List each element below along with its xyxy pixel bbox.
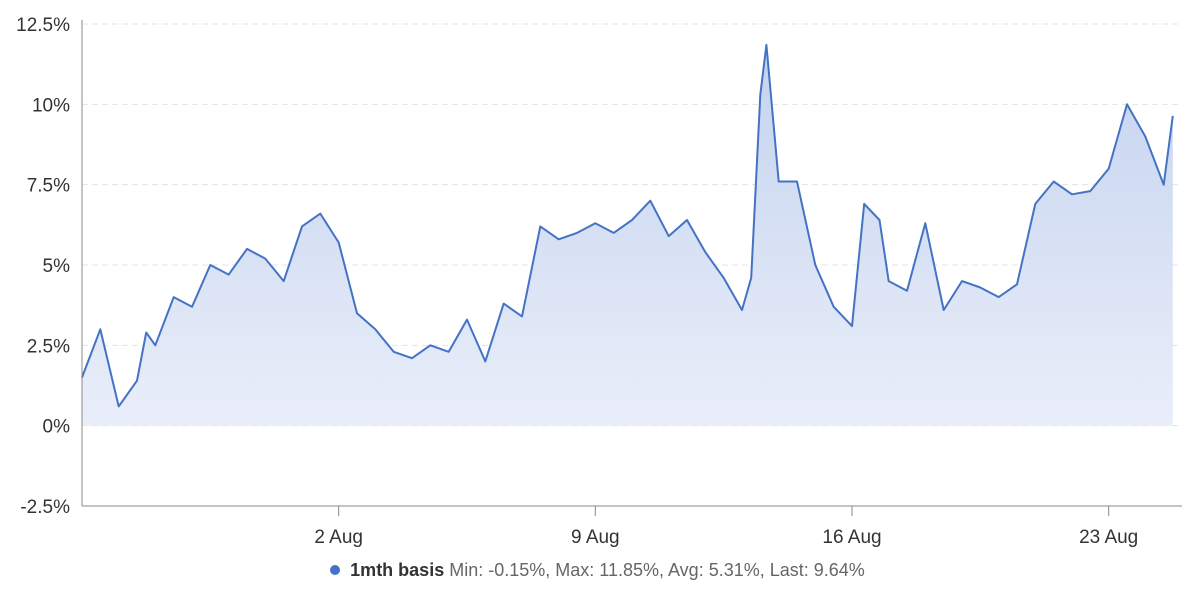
x-tick-label: 9 Aug	[571, 527, 620, 548]
series-line	[81, 43, 1174, 408]
legend-series-name: 1mth basis	[350, 560, 445, 580]
y-tick-label: 10%	[32, 95, 70, 116]
y-tick-label: 2.5%	[27, 336, 70, 357]
series-area	[82, 44, 1173, 426]
y-tick-label: 5%	[43, 256, 71, 277]
legend-series-marker	[330, 565, 341, 576]
chart-legend[interactable]: 1mth basis Min: -0.15%, Max: 11.85%, Avg…	[0, 560, 1195, 581]
y-tick-label: 7.5%	[27, 176, 70, 197]
y-axis-labels: -2.5% 0% 2.5% 5% 7.5% 10% 12.5%	[16, 15, 70, 518]
axes	[81, 20, 1182, 516]
y-tick-label: -2.5%	[20, 497, 70, 518]
y-tick-label: 0%	[43, 417, 71, 438]
legend-series-stats: Min: -0.15%, Max: 11.85%, Avg: 5.31%, La…	[449, 560, 865, 580]
x-tick-label: 16 Aug	[822, 527, 881, 548]
x-tick-label: 23 Aug	[1079, 527, 1138, 548]
x-axis-labels: 2 Aug 9 Aug 16 Aug 23 Aug	[314, 527, 1138, 548]
y-tick-label: 12.5%	[16, 15, 70, 36]
basis-chart: -2.5% 0% 2.5% 5% 7.5% 10% 12.5% 2 Aug 9 Aug 16 A…	[16, 15, 1182, 548]
series-area-fill	[82, 44, 1173, 426]
x-tick-label: 2 Aug	[314, 527, 363, 548]
